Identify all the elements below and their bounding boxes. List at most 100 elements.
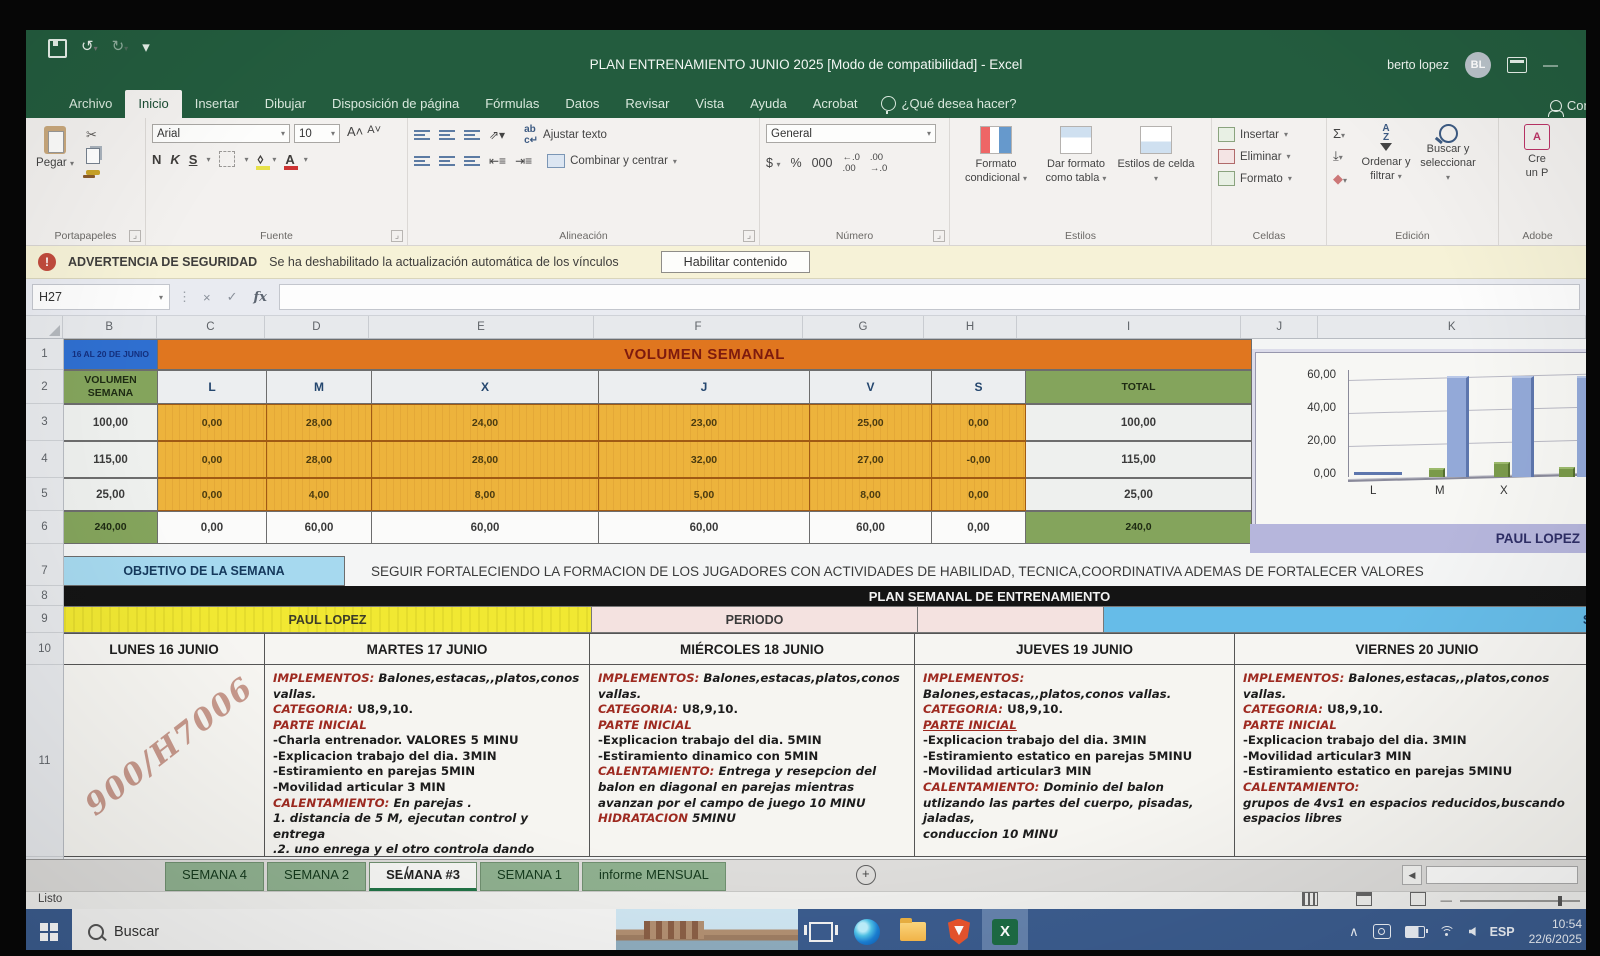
table-cell[interactable]: 25,00 [63,478,158,511]
find-select-button[interactable]: Buscar y seleccionar ▾ [1417,124,1479,184]
table-cell[interactable]: 25,00 [1026,478,1252,511]
table-cell[interactable]: L [158,370,267,404]
fill-color-icon[interactable]: ⬨ [256,151,271,170]
day-header-martes-17-junio[interactable]: MARTES 17 JUNIO [265,633,590,665]
table-cell[interactable]: 0,00 [932,511,1026,544]
battery-icon[interactable] [1404,925,1428,938]
font-size-select[interactable]: 10 ▾ [294,124,340,143]
align-middle-icon[interactable] [439,128,455,142]
table-cell[interactable]: V [810,370,932,404]
column-header-c[interactable]: C [157,316,265,338]
table-cell[interactable]: X [372,370,599,404]
table-cell[interactable]: VOLUMEN SEMANAL [158,339,1252,370]
period-empty-cell[interactable] [918,606,1104,633]
tab-datos[interactable]: Datos [565,96,600,111]
table-cell[interactable]: S [932,370,1026,404]
row-header-9[interactable]: 9 [26,606,63,633]
tab-dibujar[interactable]: Dibujar [264,96,306,111]
table-cell[interactable]: 0,00 [158,478,267,511]
conditional-formatting-button[interactable]: Formato condicional ▾ [956,124,1036,186]
table-cell[interactable]: 23,00 [599,404,810,441]
italic-button[interactable]: K [170,151,180,167]
excel-taskbar-button[interactable]: X [982,909,1028,950]
select-all-button[interactable] [26,316,63,338]
column-header-k[interactable]: K [1318,316,1586,338]
table-cell[interactable]: TOTAL [1026,370,1252,404]
row-header-6[interactable]: 6 [26,511,63,544]
start-button[interactable] [26,909,72,950]
table-cell[interactable]: J [599,370,810,404]
underline-button[interactable]: S [188,151,198,167]
formula-input[interactable] [278,284,1580,310]
delete-cells-button[interactable]: Eliminar ▾ [1218,149,1320,164]
enter-icon[interactable]: ✓ [226,289,238,304]
day-header-jueves-19-junio[interactable]: JUEVES 19 JUNIO [915,633,1235,665]
enable-content-button[interactable]: Habilitar contenido [660,251,811,273]
day-body-martes-17-junio[interactable]: IMPLEMENTOS: Balones,estacas,,platos,con… [265,665,590,857]
align-right-icon[interactable] [464,154,480,168]
tab-disposici-n-de-p-gina[interactable]: Disposición de página [331,96,460,111]
file-explorer-button[interactable] [890,909,936,950]
format-cells-button[interactable]: Formato ▾ [1218,171,1320,186]
tab-archivo[interactable]: Archivo [69,96,113,111]
percent-icon[interactable]: % [790,156,802,170]
table-cell[interactable]: 60,00 [372,511,599,544]
insert-cells-button[interactable]: Insertar ▾ [1218,127,1320,142]
increase-indent-icon[interactable]: ⇥≡ [515,154,533,168]
increase-decimal-icon[interactable]: ←.0.00 [842,152,860,174]
clear-icon[interactable]: ◆▾ [1333,171,1348,186]
row-header-5[interactable]: 5 [26,478,63,511]
alignment-dialog-launcher[interactable]: ⌟ [743,230,755,242]
edge-button[interactable] [844,909,890,950]
scroll-left-icon[interactable]: ◀ [1402,865,1422,885]
column-header-e[interactable]: E [369,316,594,338]
period-cell[interactable]: PERIODO [592,606,918,633]
tab-f-rmulas[interactable]: Fórmulas [485,96,540,111]
column-header-h[interactable]: H [924,316,1018,338]
row-header-7[interactable]: 7 [26,556,63,586]
brave-button[interactable] [936,909,982,950]
task-view-button[interactable] [798,909,844,950]
page-break-view-icon[interactable] [1410,892,1426,906]
table-cell[interactable]: 60,00 [267,511,372,544]
page-layout-view-icon[interactable] [1356,892,1372,906]
number-format-select[interactable]: General ▾ [766,124,936,143]
table-cell[interactable]: 115,00 [1026,441,1252,478]
tab-vista[interactable]: Vista [695,96,725,111]
autosum-icon[interactable]: Σ▾ [1333,126,1346,141]
row-header-8[interactable]: 8 [26,586,63,606]
table-cell[interactable]: 24,00 [372,404,599,441]
sheet-canvas[interactable]: 1 2 3 4 5 6 7 8 9 10 11 16 AL 20 DE JUNIO VOLUMEN S… [26,339,1586,859]
tab-revisar[interactable]: Revisar [625,96,670,111]
speaker-icon[interactable] [1468,927,1476,936]
orientation-icon[interactable]: ⇗▾ [489,128,506,142]
table-cell[interactable]: 8,00 [810,478,932,511]
paste-button[interactable]: Pegar ▾ [32,124,78,169]
sheet-tab-semana-1[interactable]: SEMANA 1 [480,862,580,891]
table-cell[interactable]: 28,00 [267,404,372,441]
font-dialog-launcher[interactable]: ⌟ [391,230,403,242]
tray-chevron-icon[interactable]: ∧ [1349,923,1359,939]
cell-styles-button[interactable]: Estilos de celda ▾ [1116,124,1196,186]
clipboard-dialog-launcher[interactable]: ⌟ [129,230,141,242]
table-cell[interactable]: 32,00 [599,441,810,478]
column-header-g[interactable]: G [803,316,924,338]
row-header-1[interactable]: 1 [26,339,63,370]
format-painter-icon[interactable] [86,170,100,175]
table-cell[interactable]: -0,00 [932,441,1026,478]
font-color-icon[interactable]: A [284,151,299,170]
wrap-text-button[interactable]: ab c↵ Ajustar texto [524,124,607,146]
table-cell[interactable]: 16 AL 20 DE JUNIO [63,339,158,370]
align-bottom-icon[interactable] [464,128,480,142]
sheet-tab-semana-3[interactable]: SEMANA #3 [369,862,477,891]
row-header-4[interactable]: 4 [26,441,63,478]
tab-ayuda[interactable]: Ayuda [750,96,787,111]
align-left-icon[interactable] [414,154,430,168]
grow-font-icon[interactable]: A˄ [347,124,364,139]
taskbar-search[interactable]: Buscar [72,909,798,950]
horizontal-scrollbar[interactable] [1426,866,1578,884]
week-cell[interactable]: SEMANA [1104,606,1586,633]
wifi-icon[interactable] [1438,925,1455,938]
table-cell[interactable]: 0,00 [158,441,267,478]
